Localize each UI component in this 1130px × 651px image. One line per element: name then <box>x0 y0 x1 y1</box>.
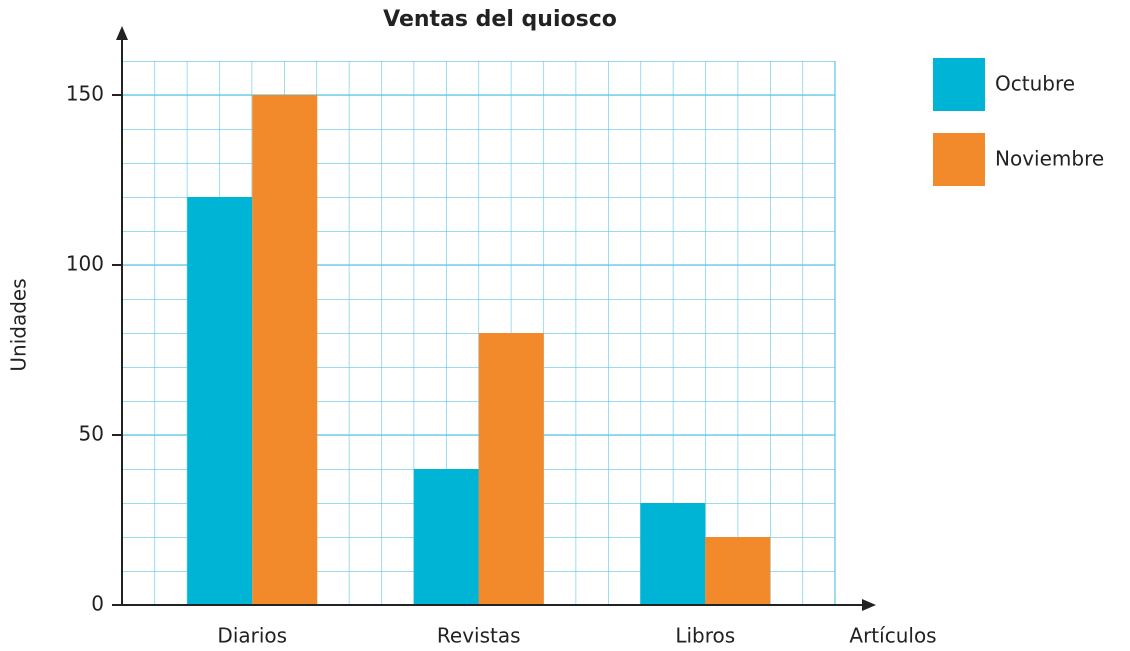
legend-label: Noviembre <box>995 147 1104 171</box>
legend-label: Octubre <box>995 72 1075 96</box>
bar <box>705 537 771 605</box>
legend-swatch <box>933 58 985 111</box>
bar <box>640 503 706 605</box>
x-axis-label: Artículos <box>849 624 936 648</box>
bar <box>413 469 479 605</box>
y-tick-label: 100 <box>66 252 104 276</box>
bar <box>478 333 544 605</box>
bar <box>252 95 318 605</box>
y-tick-label: 150 <box>66 82 104 106</box>
y-arrow <box>116 26 128 40</box>
y-tick-label: 0 <box>91 592 104 616</box>
x-arrow <box>862 599 876 611</box>
bar <box>187 197 253 605</box>
y-axis-label: Unidades <box>7 278 31 371</box>
legend-swatch <box>933 133 985 186</box>
y-tick-label: 50 <box>79 422 104 446</box>
x-tick-label: Revistas <box>437 624 521 648</box>
x-tick-label: Libros <box>675 624 735 648</box>
chart-title: Ventas del quiosco <box>383 7 617 32</box>
x-tick-label: Diarios <box>217 624 287 648</box>
